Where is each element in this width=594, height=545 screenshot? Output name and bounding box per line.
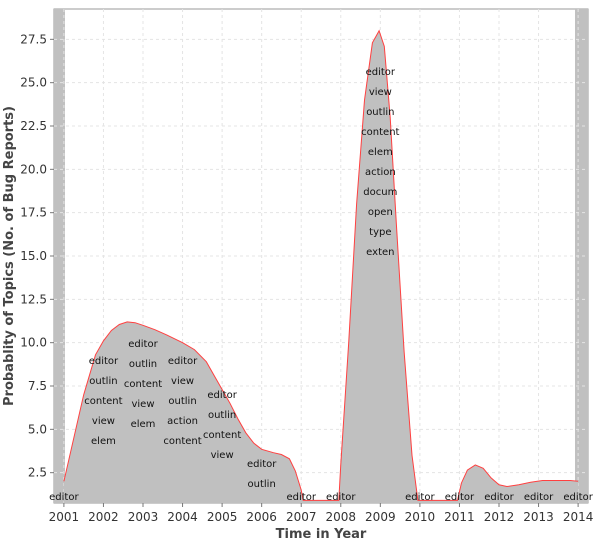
- y-tick-label: 20.0: [20, 162, 47, 176]
- y-tick-label: 15.0: [20, 249, 47, 263]
- left-boundary-band: [54, 9, 65, 503]
- term-label: outlin: [129, 359, 157, 370]
- term-label: view: [211, 450, 234, 461]
- x-tick-label: 2005: [207, 510, 238, 524]
- term-label: docum: [363, 187, 397, 198]
- term-label: editor: [524, 492, 554, 503]
- term-label: editor: [563, 492, 593, 503]
- x-tick-label: 2014: [563, 510, 594, 524]
- term-label: editor: [247, 459, 277, 470]
- term-label: outlin: [248, 479, 276, 490]
- term-labels: editoreditoroutlincontentviewelemeditoro…: [49, 67, 594, 503]
- term-label: view: [131, 399, 154, 410]
- term-label: editor: [49, 492, 79, 503]
- term-label: exten: [366, 247, 394, 258]
- term-label: view: [92, 416, 115, 427]
- term-label: editor: [326, 492, 356, 503]
- area-line: [63, 29, 579, 501]
- x-tick-label: 2001: [49, 510, 80, 524]
- term-label: type: [369, 227, 391, 238]
- x-tick-label: 2006: [246, 510, 277, 524]
- term-label: editor: [366, 67, 396, 78]
- x-tick-label: 2004: [167, 510, 198, 524]
- x-tick-label: 2008: [326, 510, 357, 524]
- term-label: content: [84, 396, 122, 407]
- y-tick-label: 7.5: [28, 379, 47, 393]
- term-label: content: [124, 379, 162, 390]
- term-label: open: [368, 207, 393, 218]
- term-label: elem: [91, 436, 116, 447]
- x-tick-label: 2009: [365, 510, 396, 524]
- y-tick-label: 12.5: [20, 292, 47, 306]
- term-label: editor: [405, 492, 435, 503]
- term-label: elem: [131, 419, 156, 430]
- x-tick-label: 2007: [286, 510, 317, 524]
- term-label: outlin: [168, 396, 196, 407]
- term-label: editor: [445, 492, 475, 503]
- grid: [54, 9, 588, 503]
- area-fill: [63, 30, 579, 503]
- term-label: elem: [368, 147, 393, 158]
- term-label: content: [361, 127, 399, 138]
- y-axis-title: Probablity of Topics (No. of Bug Reports…: [2, 106, 17, 406]
- y-tick-label: 22.5: [20, 119, 47, 133]
- term-label: content: [163, 436, 201, 447]
- y-axis: 2.5 5.0 7.5 10.0 12.5 15.0 17.5 20.0 22.5 25.0 27.…: [20, 32, 54, 480]
- x-tick-label: 2002: [88, 510, 119, 524]
- x-axis: 2001 2002 2003 2004 2005 2006 2007 2008 2009 2010…: [49, 503, 594, 524]
- y-tick-label: 27.5: [20, 32, 47, 46]
- y-tick-label: 2.5: [28, 466, 47, 480]
- term-label: editor: [287, 492, 317, 503]
- x-tick-label: 2012: [484, 510, 515, 524]
- right-boundary-band: [575, 9, 588, 503]
- term-label: outlin: [366, 107, 394, 118]
- term-label: editor: [89, 356, 119, 367]
- term-label: editor: [128, 339, 158, 350]
- term-label: action: [365, 167, 396, 178]
- x-tick-label: 2010: [405, 510, 436, 524]
- y-tick-label: 25.0: [20, 76, 47, 90]
- term-label: editor: [484, 492, 514, 503]
- term-label: view: [369, 87, 392, 98]
- y-tick-label: 10.0: [20, 336, 47, 350]
- x-tick-label: 2011: [444, 510, 475, 524]
- x-axis-title: Time in Year: [276, 527, 367, 542]
- y-tick-label: 17.5: [20, 206, 47, 220]
- term-label: editor: [207, 390, 237, 401]
- x-tick-label: 2013: [523, 510, 554, 524]
- term-label: action: [167, 416, 198, 427]
- term-label: editor: [168, 356, 198, 367]
- x-tick-label: 2003: [128, 510, 159, 524]
- term-label: outlin: [208, 410, 236, 421]
- term-label: content: [203, 430, 241, 441]
- term-label: outlin: [89, 376, 117, 387]
- y-tick-label: 5.0: [28, 422, 47, 436]
- term-label: view: [171, 376, 194, 387]
